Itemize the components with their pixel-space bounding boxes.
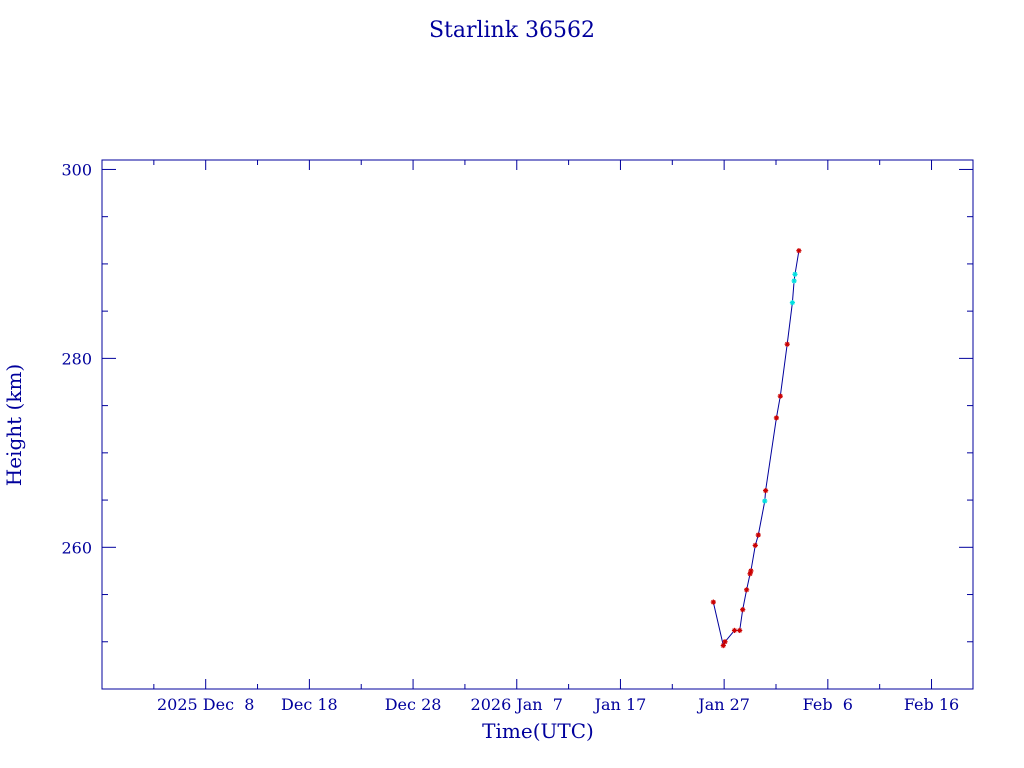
data-point — [740, 607, 746, 613]
data-point — [784, 341, 790, 347]
data-point — [792, 271, 798, 277]
data-point — [762, 498, 768, 504]
tick-labels: 2025 Dec 8 Dec 18 Dec 28 2026 Jan 7 Jan 17 Ja… — [61, 160, 959, 714]
data-point — [744, 587, 750, 593]
data-point — [791, 278, 797, 284]
y-axis-label: Height (km) — [2, 364, 26, 486]
data-point — [748, 568, 754, 574]
x-tick-label: Feb 16 — [904, 695, 959, 714]
chart-title: Starlink 36562 — [429, 18, 595, 43]
x-tick-label: Dec 18 — [281, 695, 338, 714]
data-point — [722, 639, 728, 645]
data-point — [731, 627, 738, 634]
x-tick-label: Dec 28 — [385, 695, 442, 714]
y-tick-label: 260 — [61, 538, 92, 557]
data-point — [763, 488, 769, 494]
plot-frame — [101, 159, 974, 690]
x-tick-label: Jan 27 — [696, 695, 750, 714]
x-tick-label: Feb 6 — [803, 695, 853, 714]
x-tick-label: 2026 Jan 7 — [471, 695, 563, 714]
x-tick-label: Jan 17 — [593, 695, 647, 714]
y-tick-label: 280 — [61, 349, 92, 368]
data-point — [755, 532, 761, 538]
data-point — [777, 393, 783, 399]
x-axis-label: Time(UTC) — [482, 719, 594, 743]
data-points — [710, 248, 802, 649]
ticks — [101, 160, 973, 690]
data-point — [720, 642, 726, 649]
data-point — [737, 627, 743, 634]
y-tick-label: 300 — [61, 160, 92, 179]
x-tick-label: 2025 Dec 8 — [157, 695, 254, 714]
data-point — [796, 248, 802, 254]
data-point — [752, 542, 758, 549]
data-point — [773, 415, 780, 421]
data-point — [789, 300, 796, 306]
data-point — [710, 599, 716, 605]
series-line — [712, 250, 800, 648]
